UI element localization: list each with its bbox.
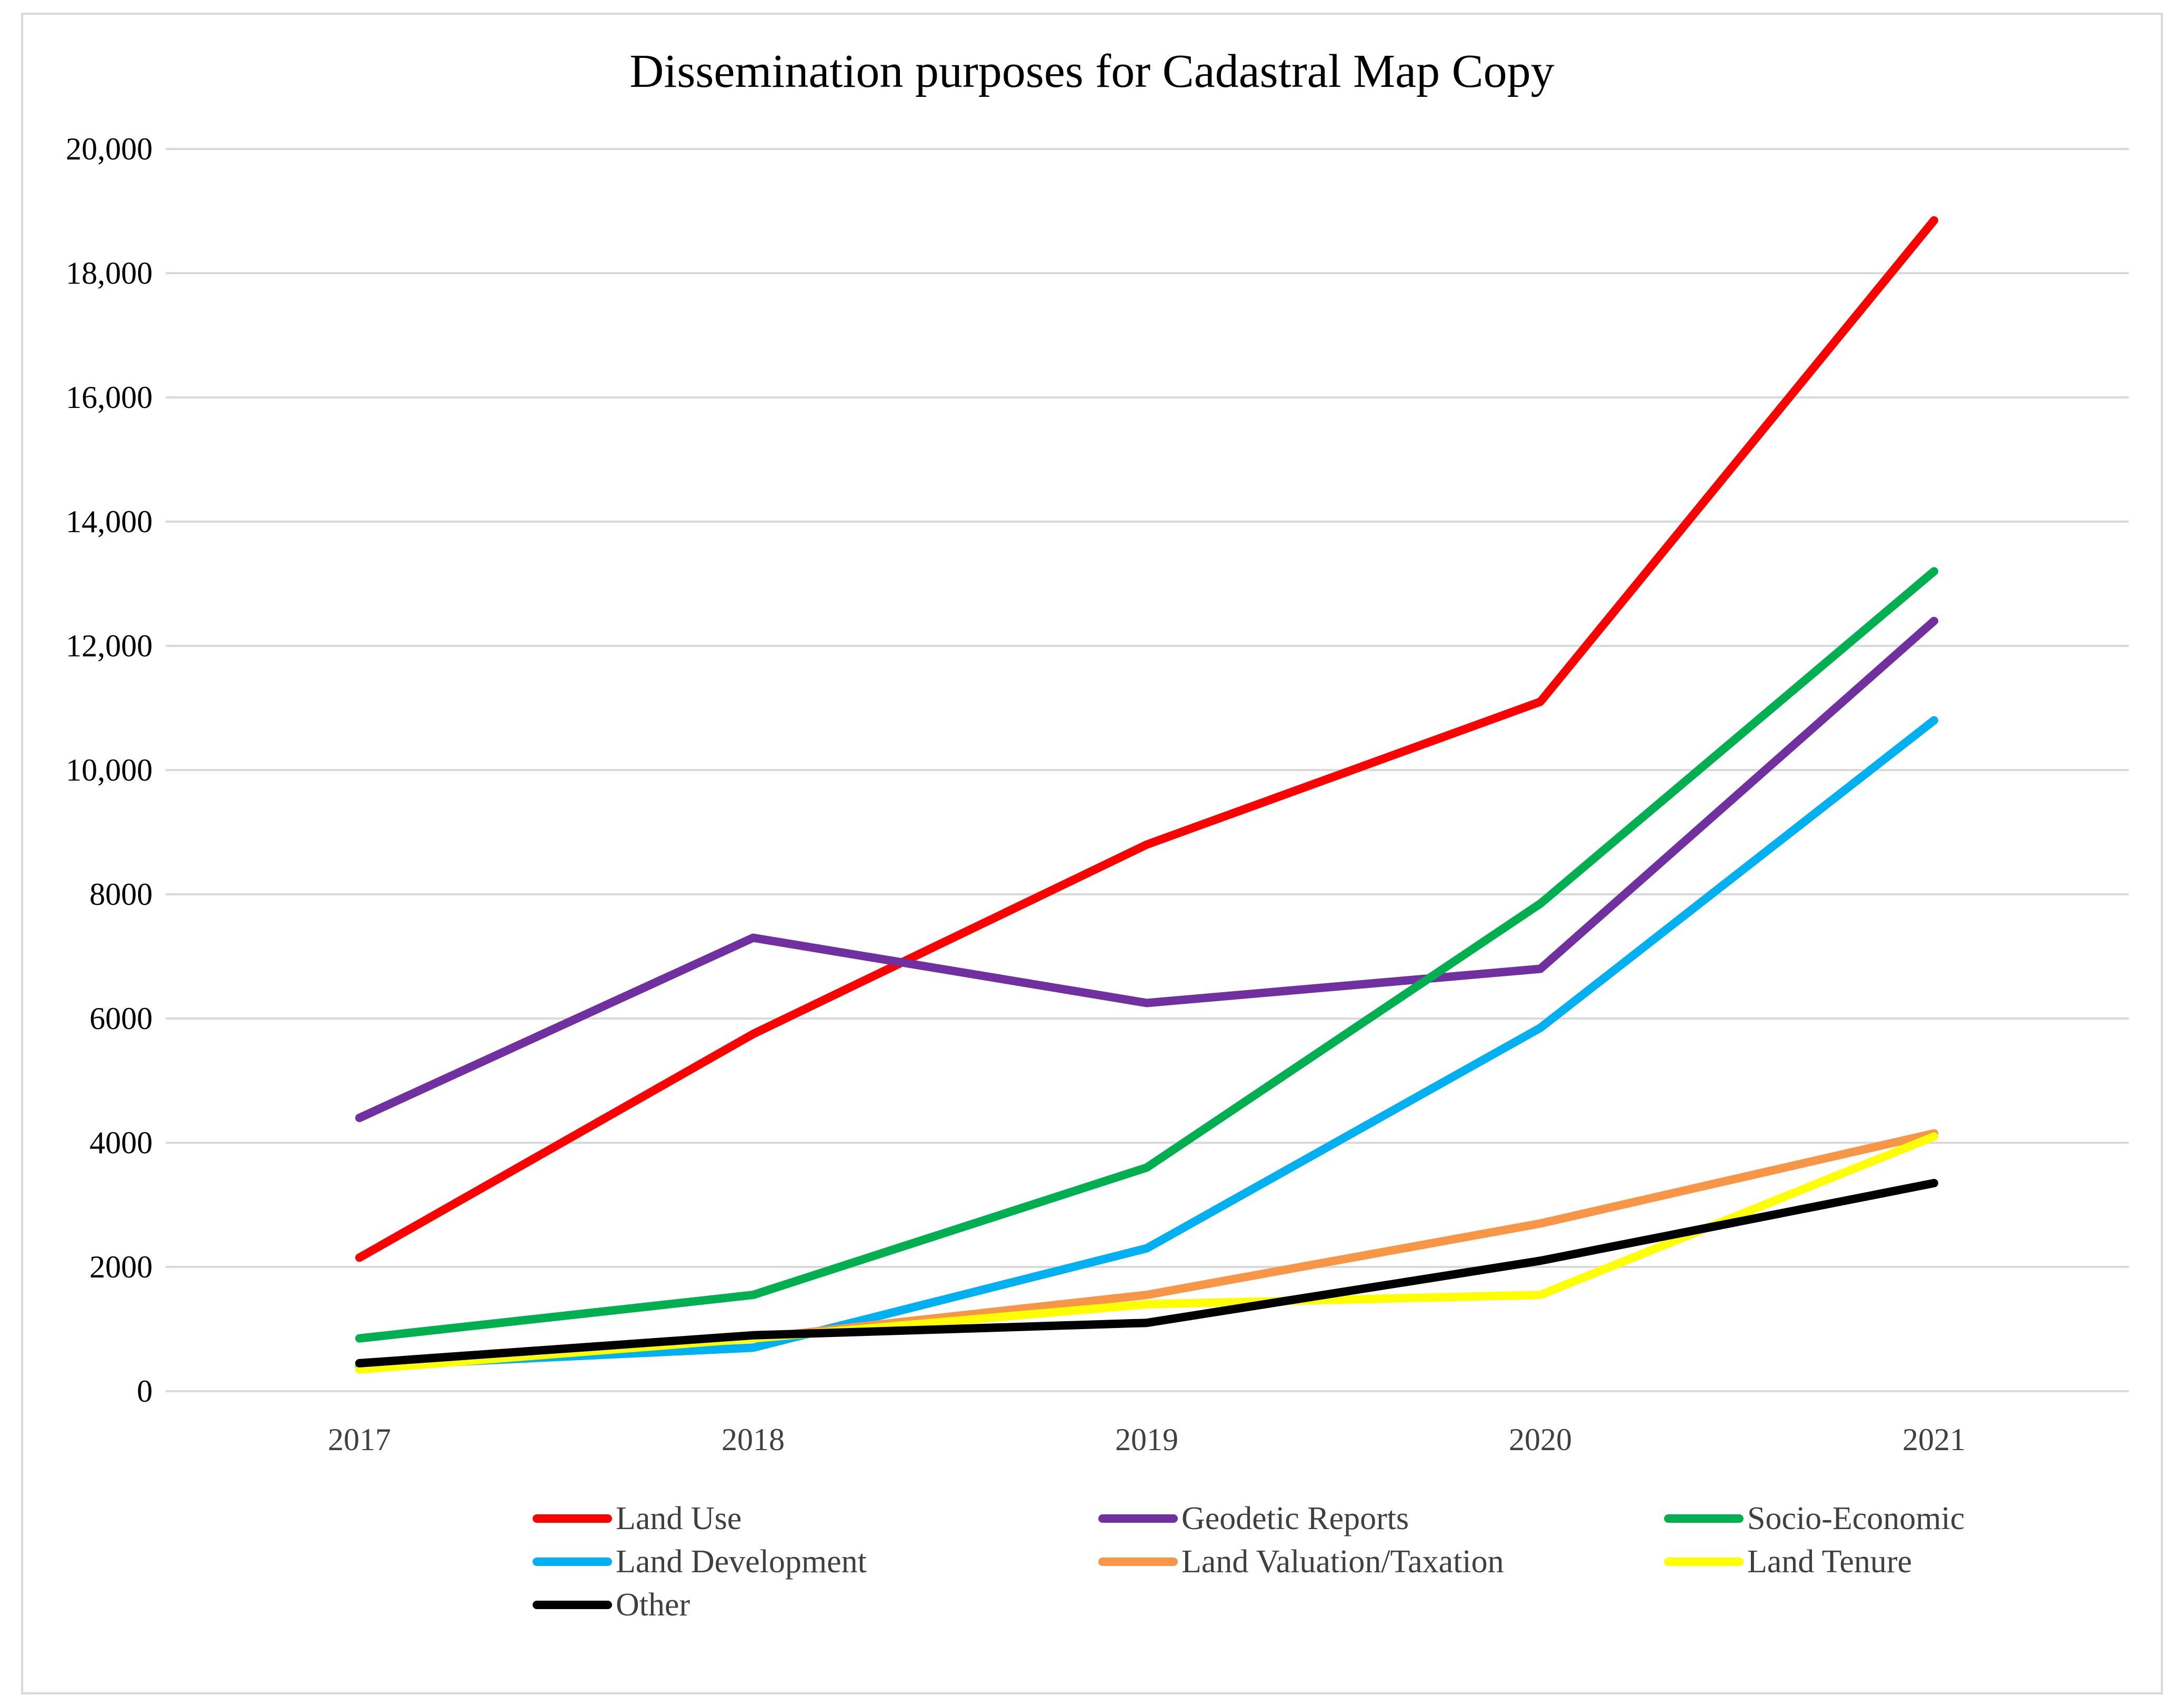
- y-tick-label: 6000: [89, 1001, 153, 1036]
- y-tick-label: 4000: [89, 1125, 153, 1160]
- x-tick-label: 2020: [1509, 1422, 1572, 1457]
- series-line-geodetic-reports: [355, 616, 1938, 1122]
- y-tick-label: 14,000: [66, 504, 153, 539]
- y-tick-label: 0: [137, 1374, 153, 1409]
- legend-item-land-use: Land Use: [533, 1501, 742, 1536]
- legend-item-socio-economic: Socio-Economic: [1664, 1501, 1965, 1536]
- series-line-other: [355, 1179, 1938, 1367]
- y-tick-label: 20,000: [66, 132, 153, 166]
- legend-label: Land Valuation/Taxation: [1181, 1544, 1504, 1580]
- legend-item-other: Other: [533, 1587, 690, 1623]
- legend: Land Use Geodetic Reports Socio-Economic La…: [533, 1501, 1965, 1623]
- y-tick-label: 8000: [89, 877, 153, 912]
- legend-label: Geodetic Reports: [1181, 1501, 1409, 1536]
- x-tick-label: 2017: [328, 1422, 391, 1457]
- x-tick-label: 2021: [1902, 1422, 1966, 1457]
- x-tick-label: 2019: [1115, 1422, 1178, 1457]
- legend-item-geodetic-reports: Geodetic Reports: [1098, 1501, 1409, 1536]
- series-line-land-use: [355, 216, 1938, 1262]
- chart-area: [21, 13, 2163, 1694]
- gridlines: [166, 148, 2129, 1392]
- chart-title: Dissemination purposes for Cadastral Map…: [629, 45, 1554, 97]
- legend-item-land-valuation-taxation: Land Valuation/Taxation: [1098, 1544, 1504, 1580]
- legend-item-land-tenure: Land Tenure: [1664, 1544, 1912, 1580]
- y-tick-label: 2000: [89, 1250, 153, 1284]
- series-line-land-development: [355, 716, 1938, 1371]
- y-tick-label: 16,000: [66, 380, 153, 415]
- legend-item-land-development: Land Development: [533, 1544, 867, 1580]
- series-line-socio-economic: [355, 567, 1938, 1343]
- legend-label: Socio-Economic: [1747, 1501, 1965, 1536]
- legend-label: Land Tenure: [1747, 1544, 1912, 1580]
- legend-label: Land Development: [616, 1544, 867, 1580]
- legend-label: Land Use: [616, 1501, 742, 1536]
- y-tick-label: 12,000: [66, 628, 153, 663]
- x-axis: 2017 2018 2019 2020 2021: [328, 1422, 1966, 1457]
- legend-label: Other: [616, 1587, 690, 1623]
- plot-area: [355, 216, 1938, 1374]
- x-tick-label: 2018: [722, 1422, 785, 1457]
- y-tick-label: 18,000: [66, 256, 153, 291]
- y-tick-label: 10,000: [66, 753, 153, 787]
- y-axis: 0 2000 4000 6000 8000 10,000 12,000 14,000 16,00…: [66, 132, 153, 1409]
